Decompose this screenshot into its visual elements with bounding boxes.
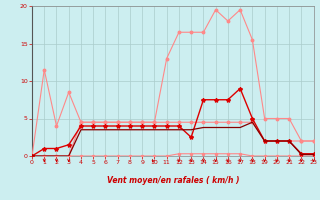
X-axis label: Vent moyen/en rafales ( km/h ): Vent moyen/en rafales ( km/h ) bbox=[107, 176, 239, 185]
